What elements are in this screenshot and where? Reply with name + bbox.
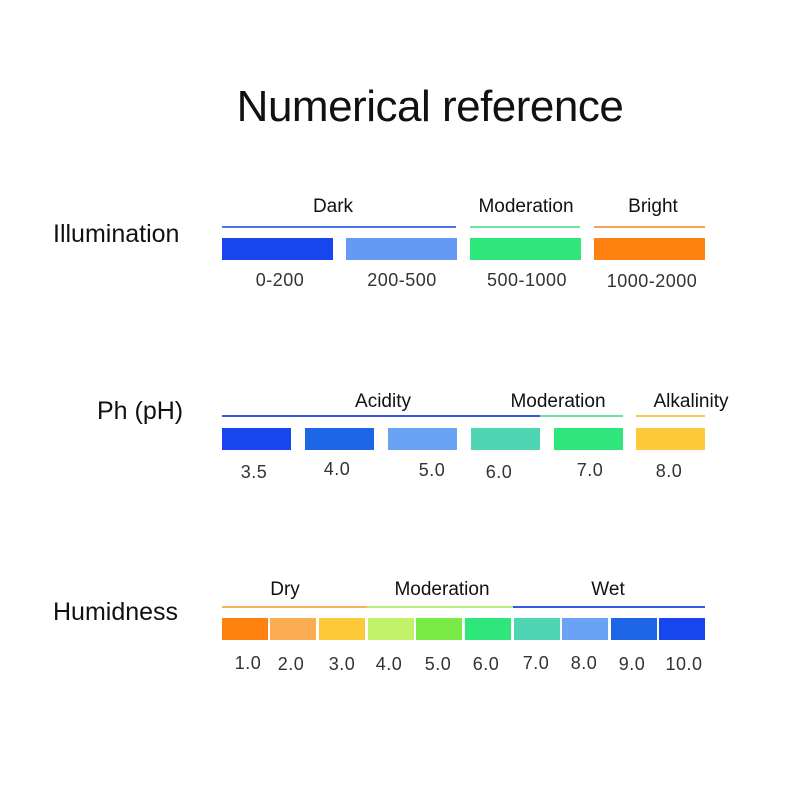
humidness-value-3: 4.0 xyxy=(375,654,403,674)
illumination-value-2: 500-1000 xyxy=(486,270,568,290)
ph-alkalinity-line xyxy=(636,415,705,417)
humidness-value-5: 6.0 xyxy=(472,654,500,674)
ph-block-0 xyxy=(222,428,291,450)
humidness-value-8: 9.0 xyxy=(618,654,646,674)
ph-moderation-line xyxy=(540,415,623,417)
humidness-moderation-line xyxy=(367,606,513,608)
illumination-category-dark: Dark xyxy=(312,196,354,217)
humidness-block-9 xyxy=(659,618,705,640)
humidness-block-4 xyxy=(416,618,462,640)
illumination-label: Illumination xyxy=(53,220,180,248)
humidness-block-0 xyxy=(222,618,268,640)
ph-acidity-line xyxy=(222,415,540,417)
illumination-bright-line xyxy=(594,226,705,228)
ph-block-4 xyxy=(554,428,623,450)
ph-block-5 xyxy=(636,428,705,450)
ph-value-2: 5.0 xyxy=(418,460,446,480)
humidness-block-7 xyxy=(562,618,608,640)
ph-block-2 xyxy=(388,428,457,450)
ph-block-3 xyxy=(471,428,540,450)
humidness-value-7: 8.0 xyxy=(570,653,598,673)
humidness-block-8 xyxy=(611,618,657,640)
ph-block-1 xyxy=(305,428,374,450)
illumination-value-1: 200-500 xyxy=(367,270,437,290)
illumination-dark-line xyxy=(222,226,456,228)
illumination-moderation-line xyxy=(470,226,580,228)
illumination-value-0: 0-200 xyxy=(255,270,305,290)
humidness-block-1 xyxy=(270,618,316,640)
ph-value-4: 7.0 xyxy=(576,460,604,480)
ph-value-1: 4.0 xyxy=(323,459,351,479)
ph-category-alkalinity: Alkalinity xyxy=(653,391,729,412)
ph-value-5: 8.0 xyxy=(655,461,683,481)
humidness-dry-line xyxy=(222,606,367,608)
humidness-category-wet: Wet xyxy=(591,579,625,600)
ph-label: Ph (pH) xyxy=(97,397,184,425)
humidness-value-6: 7.0 xyxy=(522,653,550,673)
humidness-value-1: 2.0 xyxy=(277,654,305,674)
ph-category-acidity: Acidity xyxy=(355,391,411,412)
ph-value-3: 6.0 xyxy=(485,462,513,482)
humidness-value-9: 10.0 xyxy=(665,654,703,674)
humidness-wet-line xyxy=(513,606,705,608)
illumination-value-3: 1000-2000 xyxy=(606,271,698,291)
illumination-block-2 xyxy=(470,238,581,260)
illumination-category-bright: Bright xyxy=(628,196,678,217)
illumination-block-1 xyxy=(346,238,457,260)
humidness-value-4: 5.0 xyxy=(424,654,452,674)
ph-category-moderation: Moderation xyxy=(510,391,606,412)
humidness-block-6 xyxy=(514,618,560,640)
page-title: Numerical reference xyxy=(236,82,624,131)
illumination-block-3 xyxy=(594,238,705,260)
illumination-category-moderation: Moderation xyxy=(478,196,574,217)
ph-value-0: 3.5 xyxy=(240,462,268,482)
humidness-value-2: 3.0 xyxy=(328,654,356,674)
humidness-block-3 xyxy=(368,618,414,640)
humidness-category-moderation: Moderation xyxy=(394,579,490,600)
humidness-block-5 xyxy=(465,618,511,640)
illumination-block-0 xyxy=(222,238,333,260)
humidness-value-0: 1.0 xyxy=(234,653,262,673)
humidness-category-dry: Dry xyxy=(270,579,300,600)
humidness-label: Humidness xyxy=(53,598,179,626)
humidness-block-2 xyxy=(319,618,365,640)
